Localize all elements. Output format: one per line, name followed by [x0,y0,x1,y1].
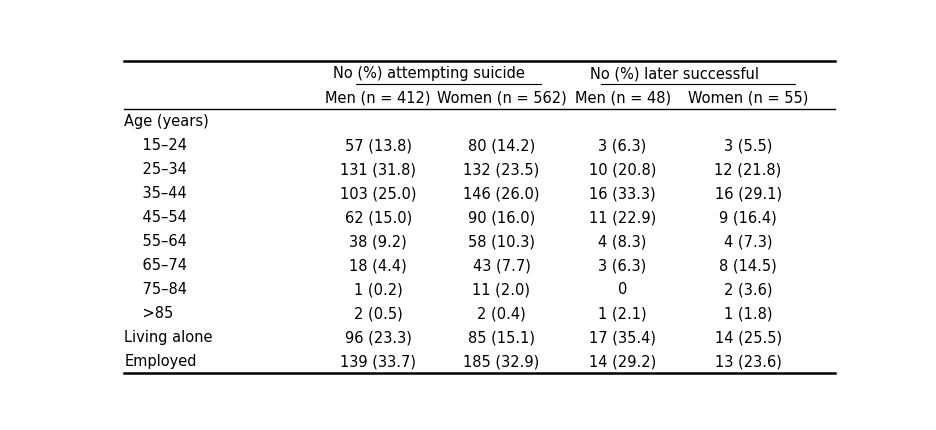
Text: 14 (25.5): 14 (25.5) [714,329,782,344]
Text: 132 (23.5): 132 (23.5) [463,162,539,177]
Text: 80 (14.2): 80 (14.2) [468,138,535,153]
Text: 55–64: 55–64 [124,233,187,249]
Text: 35–44: 35–44 [124,186,187,201]
Text: 15–24: 15–24 [124,138,187,153]
Text: Women (n = 55): Women (n = 55) [688,90,809,105]
Text: 11 (22.9): 11 (22.9) [589,210,656,224]
Text: 43 (7.7): 43 (7.7) [473,258,531,273]
Text: 2 (3.6): 2 (3.6) [724,282,772,296]
Text: Age (years): Age (years) [124,114,209,129]
Text: 96 (23.3): 96 (23.3) [344,329,412,344]
Text: 45–54: 45–54 [124,210,187,224]
Text: 2 (0.5): 2 (0.5) [354,305,402,320]
Text: 103 (25.0): 103 (25.0) [340,186,417,201]
Text: 185 (32.9): 185 (32.9) [463,353,539,368]
Text: 16 (29.1): 16 (29.1) [714,186,782,201]
Text: 3 (6.3): 3 (6.3) [598,138,647,153]
Text: 1 (0.2): 1 (0.2) [354,282,402,296]
Text: 14 (29.2): 14 (29.2) [589,353,656,368]
Text: 139 (33.7): 139 (33.7) [340,353,417,368]
Text: 131 (31.8): 131 (31.8) [340,162,417,177]
Text: 2 (0.4): 2 (0.4) [477,305,526,320]
Text: Men (n = 412): Men (n = 412) [326,90,431,105]
Text: >85: >85 [124,305,173,320]
Text: 57 (13.8): 57 (13.8) [344,138,412,153]
Text: 10 (20.8): 10 (20.8) [589,162,656,177]
Text: Men (n = 48): Men (n = 48) [575,90,671,105]
Text: 12 (21.8): 12 (21.8) [714,162,782,177]
Text: 62 (15.0): 62 (15.0) [344,210,412,224]
Text: No (%) later successful: No (%) later successful [590,66,759,81]
Text: Women (n = 562): Women (n = 562) [436,90,566,105]
Text: 4 (7.3): 4 (7.3) [724,233,772,249]
Text: 0: 0 [618,282,627,296]
Text: 17 (35.4): 17 (35.4) [589,329,656,344]
Text: 1 (2.1): 1 (2.1) [598,305,647,320]
Text: 8 (14.5): 8 (14.5) [719,258,777,273]
Text: 58 (10.3): 58 (10.3) [468,233,535,249]
Text: Living alone: Living alone [124,329,212,344]
Text: 18 (4.4): 18 (4.4) [349,258,407,273]
Text: 146 (26.0): 146 (26.0) [463,186,540,201]
Text: No (%) attempting suicide: No (%) attempting suicide [333,66,525,81]
Text: 85 (15.1): 85 (15.1) [468,329,535,344]
Text: 4 (8.3): 4 (8.3) [598,233,647,249]
Text: 3 (6.3): 3 (6.3) [598,258,647,273]
Text: 13 (23.6): 13 (23.6) [715,353,782,368]
Text: 38 (9.2): 38 (9.2) [349,233,407,249]
Text: 16 (33.3): 16 (33.3) [590,186,656,201]
Text: 75–84: 75–84 [124,282,187,296]
Text: 90 (16.0): 90 (16.0) [468,210,535,224]
Text: 1 (1.8): 1 (1.8) [724,305,772,320]
Text: 65–74: 65–74 [124,258,187,273]
Text: 9 (16.4): 9 (16.4) [719,210,777,224]
Text: 11 (2.0): 11 (2.0) [473,282,531,296]
Text: 3 (5.5): 3 (5.5) [724,138,772,153]
Text: 25–34: 25–34 [124,162,187,177]
Text: Employed: Employed [124,353,197,368]
